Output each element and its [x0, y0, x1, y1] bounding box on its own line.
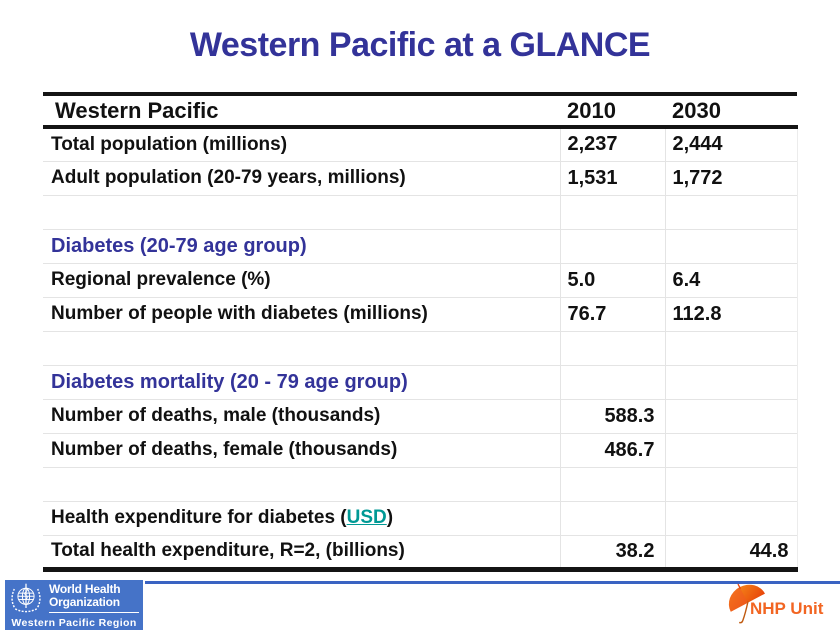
- value-2010: 1,531: [559, 160, 665, 195]
- row-label: Number of people with diabetes (millions…: [43, 296, 560, 331]
- row-label-suffix: ): [386, 507, 394, 528]
- nhp-unit-logo: NHP Unit: [718, 582, 838, 628]
- row-label: Total health expenditure, R=2, (billions…: [43, 534, 560, 569]
- row-label: Diabetes (20-79 age group): [43, 228, 560, 263]
- who-region-label: Western Pacific Region: [11, 617, 137, 629]
- table-row: Health expenditure for diabetes (USD): [43, 500, 798, 535]
- value-2010: [559, 364, 665, 399]
- table-row: Regional prevalence (%) 5.0 6.4: [43, 262, 798, 297]
- value-2030: 44.8: [664, 534, 798, 569]
- table-header-row: Western Pacific 2010 2030: [43, 94, 797, 127]
- value-2010: 76.7: [559, 296, 665, 331]
- table-row: Total population (millions) 2,237 2,444: [43, 127, 798, 161]
- value-2030: [664, 228, 798, 263]
- value-2010: [559, 466, 665, 501]
- table-row: Number of deaths, male (thousands) 588.3: [43, 398, 798, 433]
- table-row: Number of deaths, female (thousands) 486.…: [43, 432, 798, 467]
- value-2010: 588.3: [559, 398, 665, 433]
- row-label: [43, 330, 560, 365]
- who-logo-line2: Organization: [49, 595, 120, 609]
- page-title: Western Pacific at a GLANCE: [189, 26, 651, 64]
- value-2030: [664, 330, 798, 365]
- table-row: Diabetes (20-79 age group): [43, 228, 798, 263]
- row-label: Number of deaths, female (thousands): [43, 432, 560, 467]
- who-emblem-icon: [11, 583, 41, 613]
- table-header-2030: 2030: [672, 97, 721, 123]
- table-header-region: Western Pacific: [55, 97, 219, 123]
- table-row: [43, 466, 798, 501]
- umbrella-icon: [728, 583, 765, 624]
- row-label: Adult population (20-79 years, millions): [43, 160, 560, 195]
- value-2030: 1,772: [664, 160, 798, 195]
- value-2030: [664, 398, 798, 433]
- row-label: Diabetes mortality (20 - 79 age group): [43, 364, 560, 399]
- statistics-table: Western Pacific 2010 2030 Total populati…: [43, 92, 798, 572]
- value-2010: [559, 500, 665, 535]
- row-label: Total population (millions): [51, 133, 288, 155]
- value-2030: [664, 432, 798, 467]
- value-2030: [664, 466, 798, 501]
- table-row: Number of people with diabetes (millions…: [43, 296, 798, 331]
- who-logo-text: World Health Organization: [49, 583, 141, 609]
- value-2010: 2,237: [559, 127, 665, 161]
- row-label-prefix: Health expenditure for diabetes (: [51, 507, 347, 528]
- row-label: Regional prevalence (%): [43, 262, 560, 297]
- value-2010: 5.0: [559, 262, 665, 297]
- value-2030: [664, 194, 798, 229]
- nhp-unit-label: NHP Unit: [750, 599, 824, 618]
- row-label: Health expenditure for diabetes (USD): [43, 500, 560, 535]
- table-row: [43, 330, 798, 365]
- usd-link[interactable]: USD: [346, 507, 387, 528]
- table-row: Diabetes mortality (20 - 79 age group): [43, 364, 798, 399]
- table-row: [43, 194, 798, 229]
- who-logo: World Health Organization Western Pacifi…: [5, 580, 143, 630]
- row-label: [43, 194, 560, 229]
- row-label: Number of deaths, male (thousands): [43, 398, 560, 433]
- table-row: Total health expenditure, R=2, (billions…: [43, 534, 798, 569]
- value-2010: [559, 194, 665, 229]
- who-logo-underline: [49, 612, 139, 613]
- row-label: [43, 466, 560, 501]
- table-header-2010: 2010: [567, 97, 616, 123]
- value-2010: [559, 330, 665, 365]
- value-2030: 6.4: [664, 262, 798, 297]
- footer-divider-line: [145, 581, 840, 584]
- value-2010: 38.2: [559, 534, 665, 569]
- value-2030: 112.8: [664, 296, 798, 331]
- value-2010: [559, 228, 665, 263]
- value-2030: [664, 500, 798, 535]
- value-2010: 486.7: [559, 432, 665, 467]
- table-row: Adult population (20-79 years, millions)…: [43, 160, 798, 195]
- who-logo-line1: World Health: [49, 582, 121, 596]
- value-2030: 2,444: [664, 127, 798, 161]
- value-2030: [664, 364, 798, 399]
